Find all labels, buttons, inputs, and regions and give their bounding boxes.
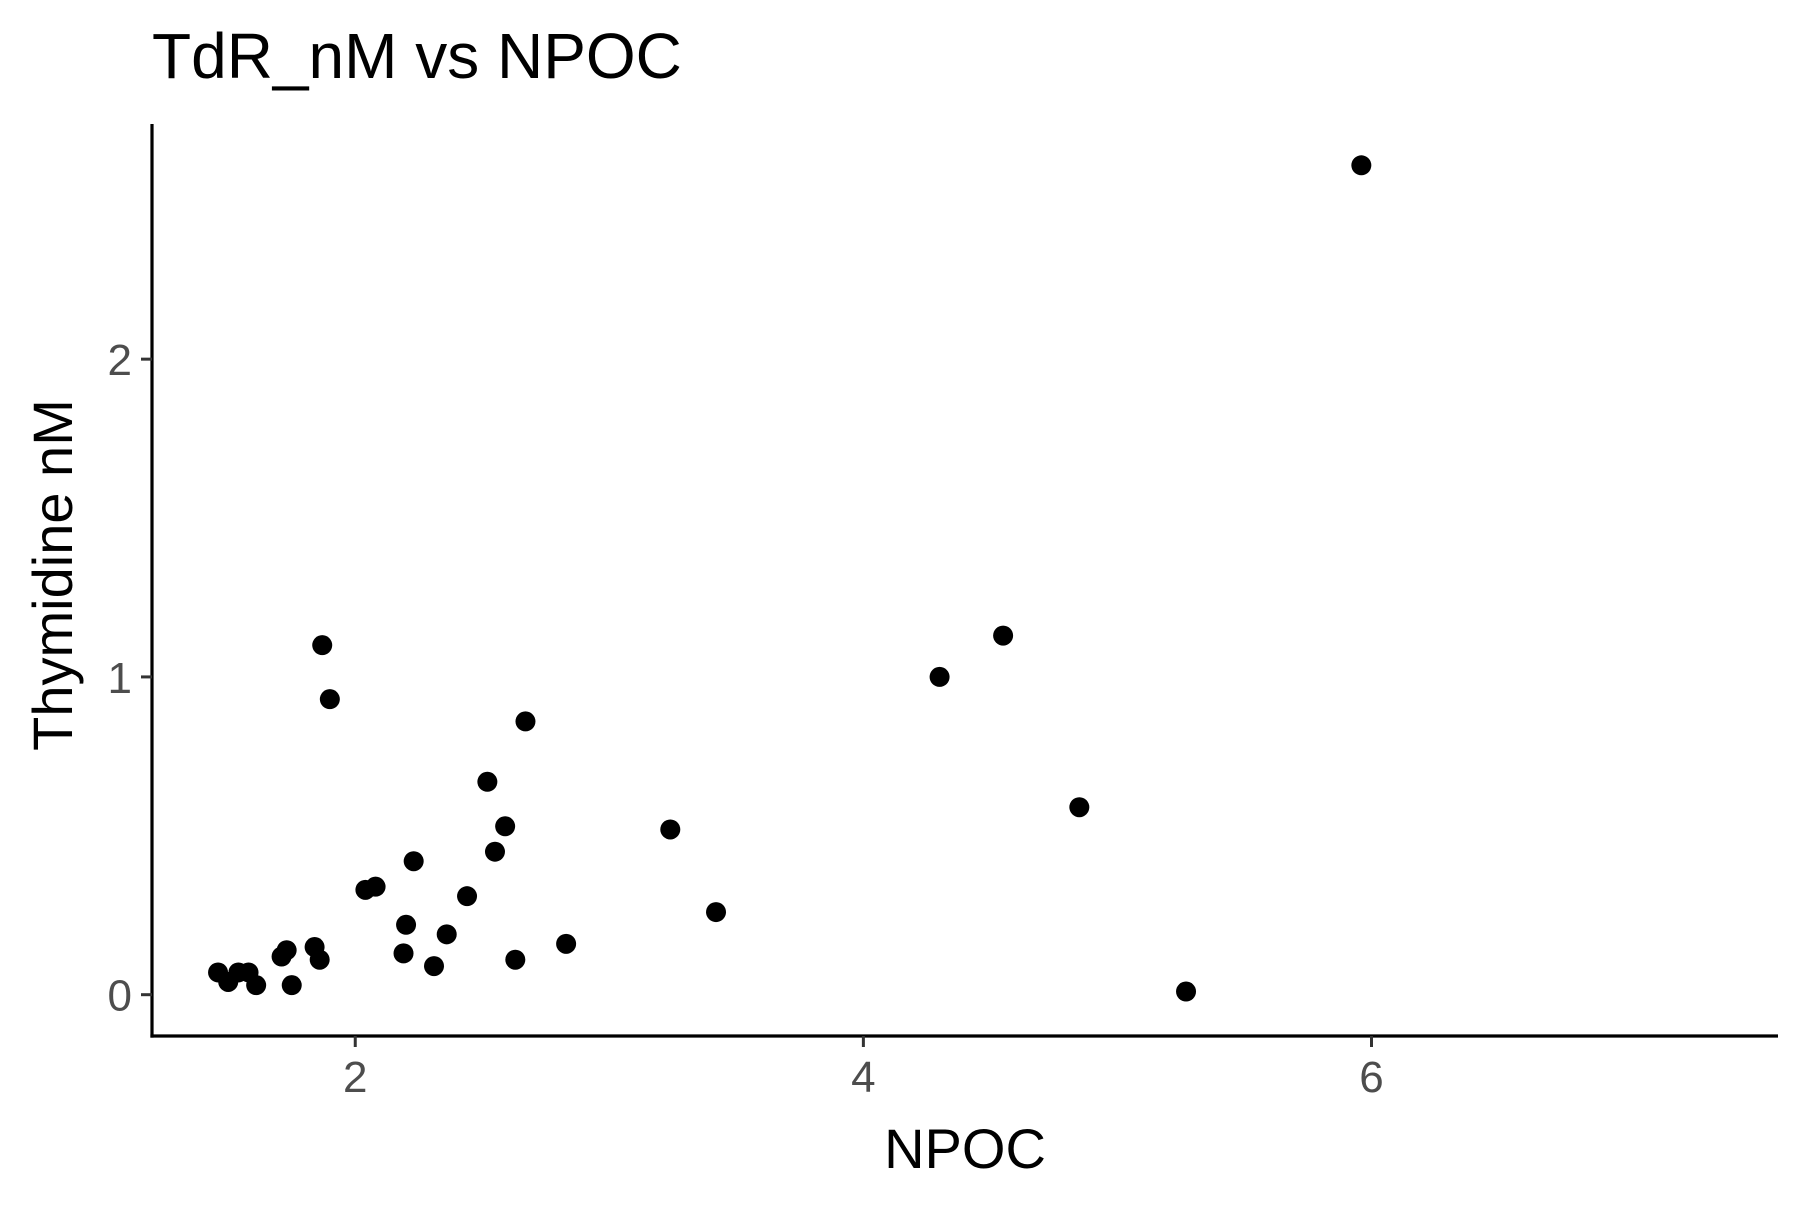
axes: [150, 124, 1778, 1038]
data-point: [319, 689, 340, 710]
data-point: [312, 635, 333, 656]
data-point: [436, 924, 457, 945]
data-point: [396, 914, 417, 935]
x-axis-title: NPOC: [884, 1117, 1046, 1180]
data-point: [1351, 155, 1372, 176]
data-point: [660, 819, 681, 840]
data-point: [929, 666, 950, 687]
data-point: [556, 933, 577, 954]
data-point: [515, 711, 536, 732]
data-points: [208, 155, 1372, 1002]
data-point: [365, 876, 386, 897]
x-tick-label: 4: [851, 1053, 875, 1102]
x-tick-label: 2: [343, 1053, 367, 1102]
y-axis-title: Thymidine nM: [21, 399, 84, 751]
data-point: [246, 975, 267, 996]
data-point: [424, 956, 445, 977]
data-point: [706, 902, 727, 923]
data-point: [403, 851, 424, 872]
data-point: [309, 949, 330, 970]
data-point: [505, 949, 526, 970]
chart-title: TdR_nM vs NPOC: [152, 20, 682, 92]
data-point: [276, 940, 297, 961]
data-point: [495, 816, 516, 837]
data-point: [484, 841, 505, 862]
data-point: [1069, 797, 1090, 818]
data-point: [281, 975, 302, 996]
y-tick-label: 2: [108, 336, 132, 385]
y-tick-label: 0: [108, 972, 132, 1021]
y-tick-label: 1: [108, 654, 132, 703]
data-point: [993, 625, 1014, 646]
data-point: [457, 886, 478, 907]
data-point: [477, 771, 498, 792]
x-tick-label: 6: [1359, 1053, 1383, 1102]
data-point: [1176, 981, 1197, 1002]
ticks: 2 4 6 0 1 2: [108, 336, 1384, 1102]
data-point: [393, 943, 414, 964]
